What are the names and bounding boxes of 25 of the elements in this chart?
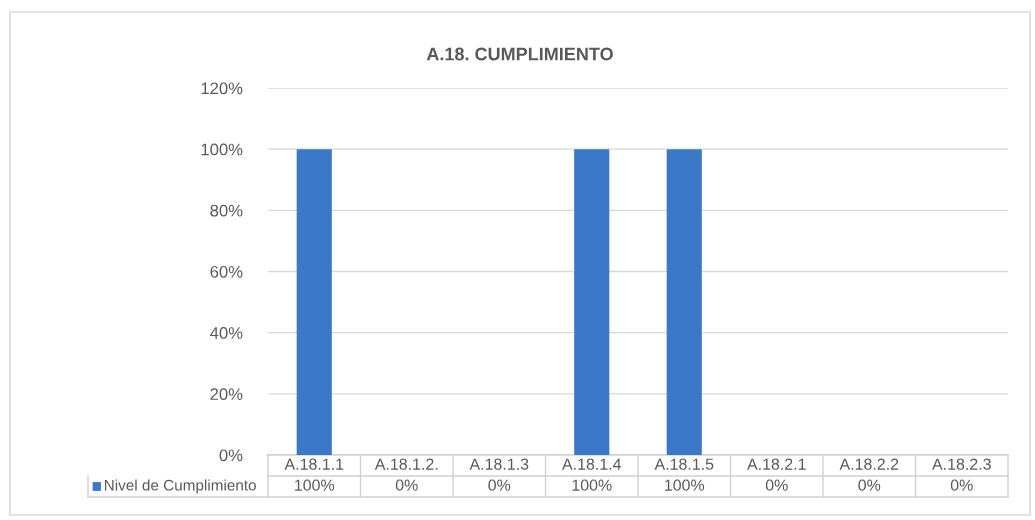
y-tick-label: 60% <box>210 265 243 278</box>
data-label: 0% <box>950 479 973 491</box>
data-label: 0% <box>858 479 881 491</box>
chart-title: A.18. CUMPLIMIENTO <box>426 47 613 61</box>
y-tick-label: 100% <box>201 143 243 156</box>
data-label: 0% <box>488 479 511 491</box>
data-label: 100% <box>572 479 612 491</box>
x-tick-label: A.18.1.5 <box>654 458 714 470</box>
x-tick-label: A.18.2.3 <box>932 458 991 470</box>
y-tick-label: 120% <box>201 82 243 95</box>
x-tick-label: A.18.2.1 <box>747 458 806 470</box>
data-label: 0% <box>765 479 788 491</box>
data-label: 0% <box>395 479 418 491</box>
y-tick-label: 20% <box>210 388 243 401</box>
y-tick-label: 0% <box>219 449 243 462</box>
y-tick-label: 40% <box>210 327 243 339</box>
data-label: 100% <box>295 479 335 491</box>
legend-label: Nivel de Cumplimiento <box>104 479 256 494</box>
y-tick-label: 80% <box>210 204 243 217</box>
x-tick-label: A.18.1.3 <box>469 458 529 470</box>
data-label: 100% <box>665 479 705 491</box>
x-tick-label: A.18.1.1 <box>284 458 344 470</box>
x-tick-label: A.18.2.2 <box>839 458 899 470</box>
x-tick-label: A.18.1.2. <box>374 458 438 470</box>
x-tick-label: A.18.1.4 <box>562 458 622 470</box>
